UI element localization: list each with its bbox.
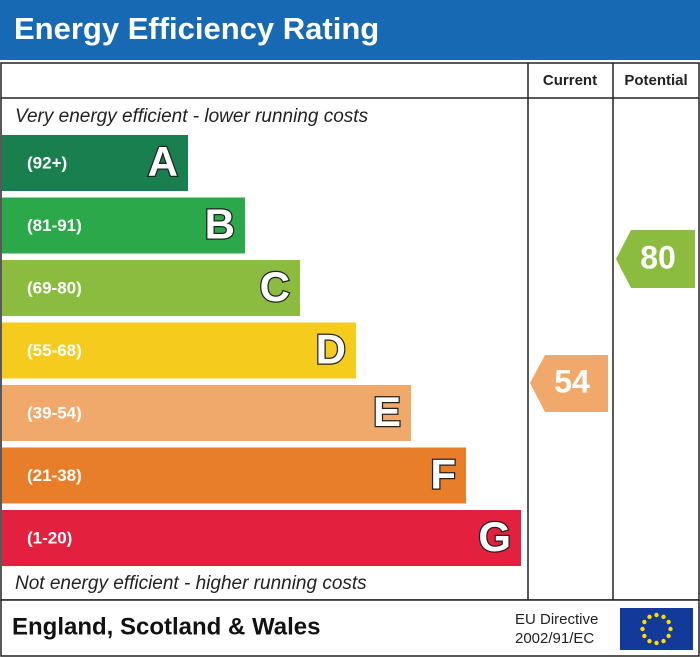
column-header: Potential	[624, 72, 687, 89]
column-header: Current	[543, 72, 597, 89]
band-letter: E	[373, 388, 401, 435]
band-bar	[2, 385, 411, 441]
band-range: (1-20)	[27, 528, 72, 547]
band-letter: B	[205, 201, 235, 248]
header-bar	[0, 0, 700, 60]
band-range: (81-91)	[27, 216, 82, 235]
band-letter: G	[478, 513, 511, 560]
eu-star	[661, 638, 666, 644]
bottom-note: Not energy efficient - higher running co…	[15, 573, 367, 594]
band-letter: D	[316, 326, 346, 373]
eu-star	[642, 633, 647, 639]
band-bar	[2, 447, 466, 504]
band-bar	[2, 135, 188, 191]
band-bar	[2, 260, 300, 316]
band-range: (69-80)	[27, 278, 82, 297]
eu-star	[668, 626, 673, 632]
eu-star	[640, 626, 645, 632]
eu-star	[647, 614, 652, 620]
eu-stars	[640, 612, 673, 646]
directive: EU Directive	[515, 611, 598, 628]
directive-code: 2002/91/EC	[515, 630, 594, 647]
band-bar	[2, 197, 245, 254]
potential-score: 80	[640, 239, 676, 275]
band-letter: C	[260, 263, 290, 310]
eu-star	[661, 614, 666, 620]
eu-star	[666, 619, 671, 625]
band-range: (92+)	[27, 153, 67, 172]
current-arrow	[530, 355, 608, 412]
band-letter: F	[430, 451, 456, 498]
band-range: (39-54)	[27, 403, 82, 422]
footer	[0, 599, 700, 657]
band-range: (21-38)	[27, 466, 82, 485]
top-note: Very energy efficient - lower running co…	[15, 106, 369, 127]
region: England, Scotland & Wales	[12, 613, 320, 640]
current-score: 54	[554, 363, 590, 399]
band-bar	[2, 322, 356, 379]
eu-star	[647, 638, 652, 644]
band-letter: A	[148, 138, 178, 185]
eu-star	[654, 612, 659, 618]
potential-arrow	[616, 230, 695, 288]
eu-star	[666, 633, 671, 639]
title: Energy Efficiency Rating	[14, 11, 379, 46]
band-range: (55-68)	[27, 341, 82, 360]
band-bar	[2, 510, 521, 566]
eu-star	[654, 640, 659, 646]
eu-star	[642, 619, 647, 625]
